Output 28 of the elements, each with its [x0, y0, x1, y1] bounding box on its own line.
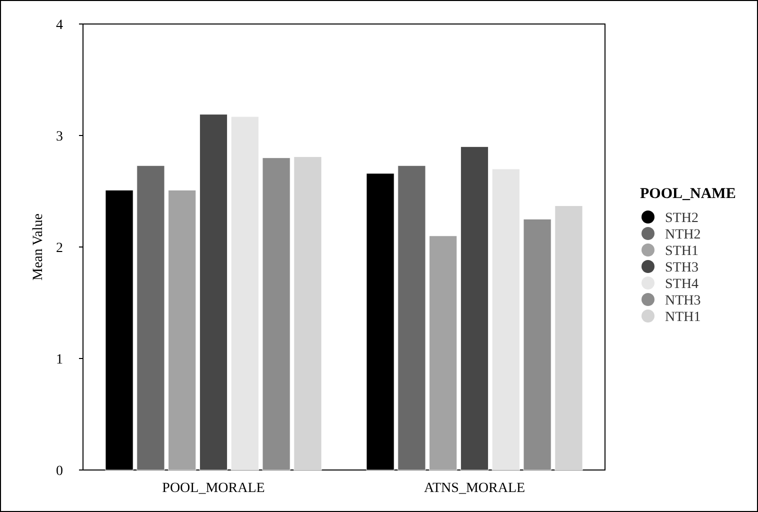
- legend-label: NTH3: [665, 293, 701, 308]
- bar: [136, 165, 165, 470]
- legend-label: STH2: [665, 210, 698, 226]
- x-tick-label: POOL_MORALE: [162, 481, 265, 496]
- bar: [230, 116, 259, 470]
- y-tick-label: 2: [56, 240, 63, 256]
- y-tick-label: 1: [56, 352, 63, 368]
- bar: [294, 156, 322, 470]
- bar: [168, 190, 196, 470]
- legend-label: STH3: [665, 260, 698, 276]
- legend-label: STH1: [665, 244, 698, 259]
- legend-label: NTH2: [665, 227, 701, 242]
- legend-label: STH4: [665, 276, 698, 292]
- y-axis-title: Mean Value: [31, 214, 46, 280]
- bar: [398, 165, 426, 470]
- y-tick-label: 3: [56, 129, 63, 144]
- y-tick-label: 0: [56, 464, 63, 479]
- bar: [492, 168, 520, 470]
- bar: [199, 114, 228, 470]
- legend-label: NTH1: [665, 310, 701, 325]
- bar: [554, 205, 583, 470]
- bar: [262, 158, 290, 470]
- bar: [523, 218, 552, 470]
- legend-title: POOL_NAME: [640, 186, 736, 202]
- y-tick-label: 4: [56, 18, 63, 33]
- bar: [460, 146, 489, 470]
- bar: [429, 236, 458, 470]
- x-tick-label: ATNS_MORALE: [424, 481, 526, 496]
